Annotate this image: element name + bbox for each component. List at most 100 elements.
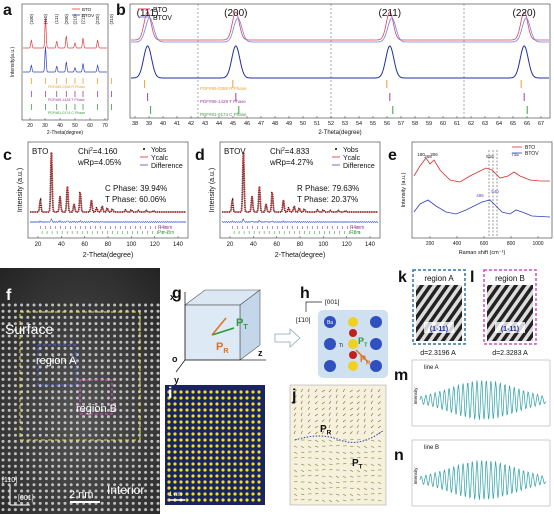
atom-column (38, 483, 42, 487)
atom-column (100, 427, 104, 431)
atom-fit-dot (167, 474, 171, 478)
atom-column (26, 477, 30, 481)
polar-vector (328, 445, 333, 447)
polar-vector (363, 418, 366, 423)
atom-column (20, 439, 24, 443)
atom-column (131, 328, 135, 332)
atom-column (1, 315, 5, 319)
label: 64 (496, 121, 502, 127)
atom-fit-dot (167, 486, 171, 490)
atom-fit-dot (221, 390, 225, 394)
label: (200) (64, 14, 69, 25)
atom-fit-dot (233, 486, 237, 490)
polar-vector (356, 439, 361, 441)
atom-column (75, 483, 79, 487)
atom-column (32, 396, 36, 400)
polar-vector (356, 481, 361, 483)
atom-column (75, 365, 79, 369)
polar-vector (307, 400, 310, 405)
atom-column (20, 371, 24, 375)
atom-fit-dot (209, 456, 213, 460)
atom-column (69, 359, 73, 363)
atom-column (32, 328, 36, 332)
atom-column (20, 501, 24, 505)
label: Ycalc (151, 155, 169, 162)
atom-column (156, 415, 160, 419)
label: P4mm (158, 225, 172, 231)
atom-column (119, 359, 123, 363)
polar-vector (335, 475, 340, 479)
atom-fit-dot (185, 396, 189, 400)
atom-column (32, 377, 36, 381)
atom-fit-dot (239, 456, 243, 460)
atom-fit-dot (167, 462, 171, 466)
polar-vector (335, 445, 340, 447)
atom-column (51, 464, 55, 468)
atom-fit-dot (221, 486, 225, 490)
atom-column (144, 458, 148, 462)
atom-column (26, 415, 30, 419)
atom-fit-dot (251, 396, 255, 400)
atom-column (44, 452, 48, 456)
polar-vector (328, 499, 333, 503)
atom-column (119, 390, 123, 394)
polar-vector (377, 499, 382, 502)
atom-fit-dot (185, 426, 189, 430)
atom-column (7, 346, 11, 350)
atom-fit-dot (197, 432, 201, 436)
atom-column (51, 483, 55, 487)
legend-dot (335, 148, 337, 150)
atom-column (13, 328, 17, 332)
polar-vector (335, 412, 338, 417)
atom-column (7, 371, 11, 375)
label: i (168, 385, 172, 402)
atom-column (94, 470, 98, 474)
atom-column (26, 390, 30, 394)
atom-column (144, 421, 148, 425)
atom-fit-dot (245, 462, 249, 466)
atom-column (100, 470, 104, 474)
atom-fit-dot (257, 438, 261, 442)
atom-fit-dot (185, 402, 189, 406)
atom-column (82, 315, 86, 319)
atom-fit-dot (233, 402, 237, 406)
atom-column (150, 371, 154, 375)
atom-column (125, 322, 129, 326)
atom-column (125, 353, 129, 357)
polar-vector (342, 457, 347, 460)
polar-vector (321, 407, 325, 411)
atom-column (20, 415, 24, 419)
polar-vector (293, 407, 297, 411)
atom-column (69, 439, 73, 443)
atom-column (57, 458, 61, 462)
atom-column (1, 489, 5, 493)
atom-column (7, 384, 11, 388)
label: 39 (146, 121, 152, 127)
atom-fit-dot (245, 414, 249, 418)
line-profile (419, 460, 546, 500)
atom-column (20, 359, 24, 363)
label: 200 (426, 241, 435, 247)
atom-fit-dot (245, 426, 249, 430)
atom-fit-dot (197, 462, 201, 466)
atom-column (69, 415, 73, 419)
atom-column (13, 483, 17, 487)
atom-column (13, 470, 17, 474)
atom-fit-dot (233, 444, 237, 448)
atom-column (150, 309, 154, 313)
atom-column (119, 371, 123, 375)
atom-column (100, 458, 104, 462)
atom-column (1, 346, 5, 350)
atom-fit-dot (167, 468, 171, 472)
atom-column (125, 371, 129, 375)
atom-column (82, 464, 86, 468)
atom-column (156, 427, 160, 431)
atom-column (94, 458, 98, 462)
atom-column (75, 322, 79, 326)
atom-column (119, 334, 123, 338)
atom-fit-dot (221, 450, 225, 454)
atom-column (144, 371, 148, 375)
polar-vector (342, 475, 347, 479)
atom-column (94, 421, 98, 425)
atom-column (1, 483, 5, 487)
